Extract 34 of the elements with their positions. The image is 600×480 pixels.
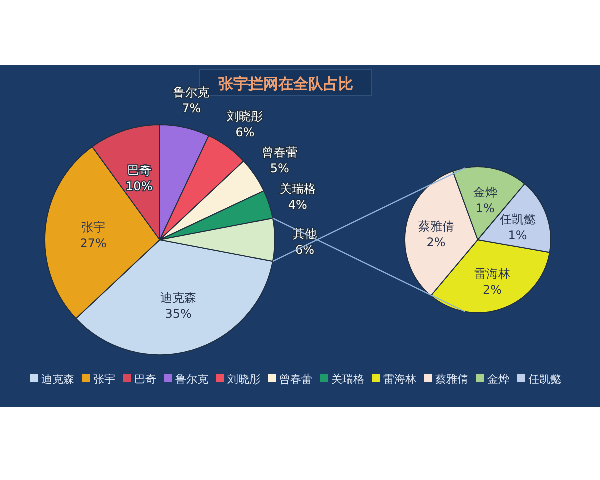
legend-label: 雷海林 bbox=[384, 373, 416, 386]
data-label: 35% bbox=[165, 307, 192, 322]
category-label: 蔡雅倩 bbox=[436, 373, 468, 386]
slice-label: 曾春蕾 bbox=[262, 146, 298, 160]
slice-label: 雷海林 bbox=[474, 266, 510, 281]
slice-label: 巴奇 bbox=[127, 164, 152, 178]
legend-label: 曾春蕾 bbox=[280, 373, 312, 386]
slice-label: 蔡雅倩 bbox=[418, 220, 454, 234]
data-label: 27% bbox=[80, 236, 107, 251]
data-label: 4% bbox=[288, 198, 308, 212]
legend-label: 刘晓彤 bbox=[228, 373, 260, 386]
legend-label: 巴奇 bbox=[134, 373, 156, 386]
data-label: 10% bbox=[126, 180, 153, 194]
slice-label: 张宇 bbox=[82, 220, 106, 235]
slice-label: 刘晓彤 bbox=[227, 110, 264, 124]
chart-title: 张宇拦网在全队占比 bbox=[218, 75, 354, 93]
slice-label: 金烨 bbox=[473, 185, 498, 200]
legend-label: 迪克森 bbox=[42, 373, 74, 386]
data-label: 2% bbox=[482, 282, 502, 297]
data-label: 5% bbox=[270, 162, 290, 176]
data-label: 6% bbox=[236, 126, 255, 140]
legend-label: 任凯懿 bbox=[528, 373, 562, 386]
slice-label: 鲁尔克 bbox=[174, 85, 210, 100]
legend-label: 关瑞格 bbox=[332, 373, 364, 386]
data-label: 1% bbox=[508, 228, 528, 243]
data-label: 7% bbox=[182, 101, 202, 116]
legend-label: 金烨 bbox=[488, 373, 510, 386]
legend-label: 张宇 bbox=[94, 373, 116, 386]
slice-label: 关瑞格 bbox=[280, 182, 316, 196]
data-label: 1% bbox=[476, 201, 495, 216]
legend-label: 鲁尔克 bbox=[176, 373, 208, 386]
slice-label: 迪克森 bbox=[160, 291, 197, 306]
data-label: 2% bbox=[426, 236, 446, 250]
slice-label: 任凯懿 bbox=[498, 212, 536, 227]
